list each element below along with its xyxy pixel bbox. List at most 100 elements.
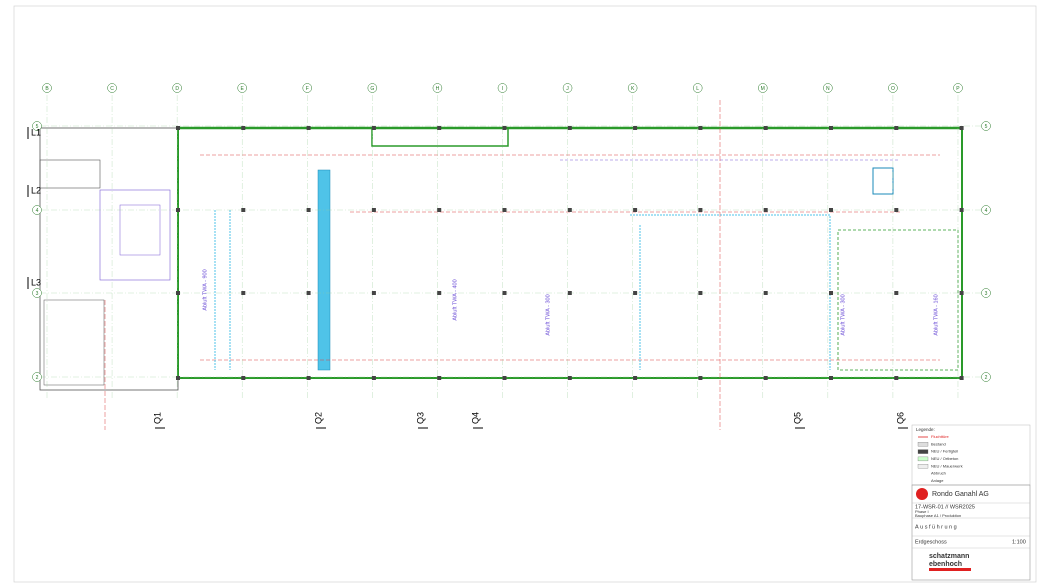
equipment <box>119 204 161 256</box>
pillar <box>502 376 507 380</box>
pillar <box>763 126 768 130</box>
axis-bubble <box>302 83 313 93</box>
axis-bubble <box>981 288 991 298</box>
section-label: Q4 <box>470 412 480 424</box>
axis-bubble <box>888 83 898 93</box>
axis-label: 4 <box>985 208 988 214</box>
duct-label: Abluft TWA - 160 <box>933 294 939 335</box>
pillar <box>633 126 638 130</box>
legend-label: Bestand <box>931 441 946 446</box>
axis-label: J <box>566 86 569 92</box>
pillar <box>176 208 180 212</box>
pillar <box>371 208 376 212</box>
pillar <box>633 208 638 212</box>
axis-label: K <box>631 86 635 92</box>
pillar <box>829 208 833 212</box>
plan <box>39 100 963 430</box>
pillar <box>894 376 899 380</box>
shaft <box>872 167 894 195</box>
axis-label: 3 <box>36 291 39 297</box>
pillar <box>502 208 507 212</box>
title-frame <box>911 484 1031 581</box>
section-label: Q6 <box>895 412 905 424</box>
pillar <box>894 291 899 295</box>
pillar <box>502 126 507 130</box>
axis-bubble <box>981 205 991 215</box>
duct <box>214 210 831 370</box>
legend-swatch <box>917 464 929 469</box>
pillar <box>698 376 703 380</box>
pillar <box>567 291 572 295</box>
pillar <box>371 126 376 130</box>
axis-bubble <box>107 83 117 93</box>
client: Rondo Ganahl AG <box>932 491 989 498</box>
duct-label: Abluft TWA - 900 <box>202 269 208 310</box>
pillar <box>698 291 703 295</box>
axis-bubble <box>627 83 638 93</box>
pillar <box>371 291 376 295</box>
axis-label: N <box>826 86 830 92</box>
pillar <box>437 376 442 380</box>
pillar <box>437 291 442 295</box>
pillar <box>176 291 180 295</box>
pillar <box>437 126 442 130</box>
room <box>39 159 101 189</box>
pillar <box>176 126 180 130</box>
legend-title: Legende: <box>916 427 935 432</box>
pillar <box>829 126 833 130</box>
pillar <box>306 376 311 380</box>
axis-bubble <box>432 83 443 93</box>
axis-bubble <box>981 121 991 131</box>
section-label: L1 <box>31 127 41 137</box>
status: Ausführung <box>915 524 958 530</box>
section-label: Q2 <box>313 412 323 424</box>
section-label: Q1 <box>152 412 162 424</box>
pillar <box>633 376 638 380</box>
duct-label: Abluft TWA - 400 <box>452 279 458 320</box>
firm-bar <box>929 568 971 571</box>
new-wall <box>371 127 509 147</box>
legend-label: NEU / Mauerwerk <box>931 463 963 468</box>
pillar <box>241 376 246 380</box>
axis-bubble <box>32 288 42 298</box>
pillar <box>502 291 507 295</box>
pillar <box>763 208 768 212</box>
equipment <box>99 189 171 281</box>
axis-bubble <box>823 83 833 93</box>
axis-label: F <box>306 86 309 92</box>
pillar <box>698 126 703 130</box>
pillar <box>829 376 833 380</box>
pillar <box>306 208 311 212</box>
annex-outline <box>39 127 179 391</box>
section-label: L2 <box>31 185 41 195</box>
pillar <box>959 126 964 130</box>
axis-label: P <box>956 86 960 92</box>
pillar <box>437 208 442 212</box>
pillar <box>894 208 899 212</box>
pillar <box>698 208 703 212</box>
section-label: Q5 <box>792 412 802 424</box>
legend-frame <box>911 424 1031 486</box>
floor: Erdgeschoss <box>915 539 947 545</box>
axis-bubble <box>981 372 991 382</box>
axis-bubble <box>758 83 768 93</box>
duct-label: Abluft TWA - 300 <box>840 294 846 335</box>
pillar <box>959 291 964 295</box>
axis-bubble <box>42 83 52 93</box>
sheet-border <box>13 5 1037 583</box>
pillar <box>894 126 899 130</box>
legend-label: NEU / Ortbeton <box>931 456 958 461</box>
axis-label: I <box>502 86 503 92</box>
axis-label: 2 <box>36 375 39 381</box>
legend-label: Fluchttüre <box>931 434 950 439</box>
axis-label: E <box>241 86 245 92</box>
subtitle: Bauphase A1 / Produktion <box>915 513 961 518</box>
axis-bubble <box>562 83 573 93</box>
conveyor <box>317 169 331 371</box>
axis-label: G <box>370 86 374 92</box>
pillar <box>959 376 964 380</box>
axis-bubble <box>367 83 378 93</box>
axis-bubble <box>32 205 42 215</box>
phase: Phase I <box>915 509 929 514</box>
